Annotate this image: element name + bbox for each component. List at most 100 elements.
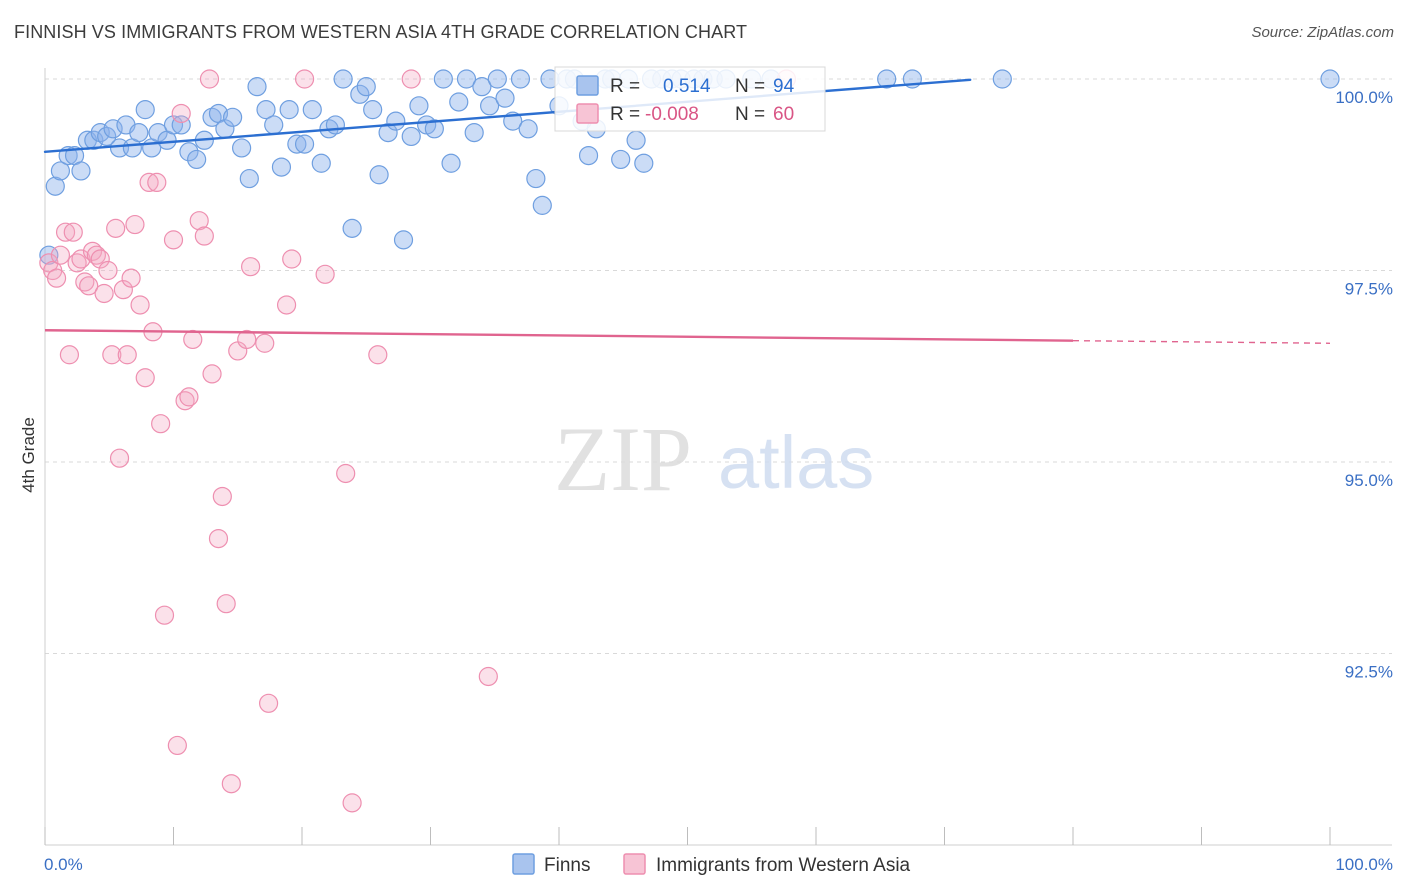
immigrants-point [189, 211, 209, 231]
finns-point [256, 100, 276, 120]
legend-n-label-finns: N = [735, 76, 765, 97]
immigrants-point [163, 230, 184, 250]
finns-point [634, 153, 654, 173]
immigrants-point [135, 368, 155, 388]
finns-point [342, 218, 362, 238]
finns-point [103, 119, 123, 139]
immigrants-point [175, 391, 195, 411]
immigrants-point [237, 329, 257, 350]
finns-point [356, 77, 376, 97]
finns-point [97, 126, 117, 147]
immigrants-point [117, 345, 137, 365]
finns-point [232, 138, 252, 158]
finns-point [84, 130, 104, 150]
immigrants-point [208, 528, 229, 549]
series-legend-immigrants: Immigrants from Western Asia [656, 855, 911, 876]
finns-point [378, 123, 398, 143]
finns-point [45, 176, 65, 196]
finns-point [171, 115, 191, 135]
immigrants-point [183, 329, 203, 350]
immigrants-point [315, 264, 335, 284]
y-axis-title: 4th Grade [19, 417, 38, 493]
immigrants-point [121, 268, 141, 288]
finns-point [510, 69, 531, 89]
finns-point [992, 69, 1012, 89]
finns-point [611, 149, 631, 170]
finns-point [401, 126, 421, 147]
finns-point [247, 77, 267, 97]
legend-n-value-finns: 94 [773, 76, 795, 97]
immigrants-point [79, 276, 99, 296]
legend-r-value-finns: 0.514 [663, 76, 711, 97]
source-label: Source: ZipAtlas.com [1251, 24, 1394, 41]
finns-point [495, 88, 515, 108]
finns-point [409, 96, 429, 116]
immigrants-point [241, 257, 261, 277]
x-tick-label-min: 0.0% [44, 855, 83, 874]
legend-immigrants-swatch [576, 103, 599, 124]
finns-point [526, 168, 546, 189]
immigrants-point [221, 774, 241, 794]
immigrants-point [171, 103, 191, 124]
immigrants-point [63, 222, 83, 242]
finns-point [1320, 69, 1340, 89]
finns-point [287, 134, 307, 154]
immigrants-point [86, 245, 107, 265]
stats-legend: R = 0.514 N = 94 R = -0.008 N = 60 [554, 66, 826, 132]
y-tick-label: 97.5% [1345, 280, 1393, 299]
finns-point [39, 245, 59, 265]
immigrants-point [90, 249, 110, 269]
immigrants-point [167, 735, 187, 756]
immigrants-point [282, 249, 302, 269]
finns-point [433, 69, 453, 89]
finns-point [311, 153, 331, 173]
immigrants-point [109, 448, 130, 468]
immigrants-point [102, 345, 122, 365]
finns-point [50, 161, 71, 181]
series-legend-finns: Finns [544, 855, 590, 876]
finns-point [393, 230, 414, 250]
series-legend-finns-swatch [512, 853, 535, 875]
finns-point [472, 77, 492, 97]
immigrants-point [147, 172, 167, 193]
finns-point [441, 153, 461, 173]
immigrants-point [125, 214, 145, 235]
watermark: ZIP atlas [554, 408, 874, 510]
watermark-atlas: atlas [718, 421, 874, 504]
immigrants-point [139, 172, 159, 193]
finns-point [333, 69, 353, 89]
immigrants-point [113, 280, 133, 300]
finns-point [179, 142, 199, 162]
finns-point [350, 84, 370, 104]
finns-point [135, 100, 155, 120]
immigrants-point [478, 666, 498, 687]
legend-r-label-immigrants: R = [610, 104, 640, 125]
immigrants-point [216, 594, 236, 614]
immigrants-point [46, 268, 67, 288]
immigrants-trend-extension [1072, 339, 1331, 344]
axes: 92.5% 95.0% 97.5% 100.0% 0.0% 100.0% [44, 68, 1393, 874]
finns-point [578, 146, 599, 166]
legend-n-label-immigrants: N = [735, 104, 765, 125]
finns-point [163, 115, 184, 135]
finns-point [302, 100, 322, 120]
series-legend-immigrants-swatch [623, 853, 646, 875]
finns-point [187, 149, 207, 170]
finns-point [294, 134, 315, 154]
grid-lines [45, 78, 1392, 654]
legend-finns-swatch [576, 75, 599, 96]
immigrants-point [50, 245, 71, 265]
immigrants-point [401, 69, 421, 89]
immigrants-point [98, 260, 118, 281]
finns-point [456, 69, 477, 89]
chart-title: FINNISH VS IMMIGRANTS FROM WESTERN ASIA … [14, 22, 748, 42]
finns-point [487, 69, 507, 89]
series-legend: Finns Immigrants from Western Asia [512, 853, 911, 876]
immigrants-point [199, 69, 220, 89]
finns-point [386, 111, 406, 131]
finns-point [480, 96, 500, 116]
immigrants-point [55, 222, 76, 242]
y-tick-label: 100.0% [1335, 88, 1393, 107]
finns-point [223, 107, 243, 127]
